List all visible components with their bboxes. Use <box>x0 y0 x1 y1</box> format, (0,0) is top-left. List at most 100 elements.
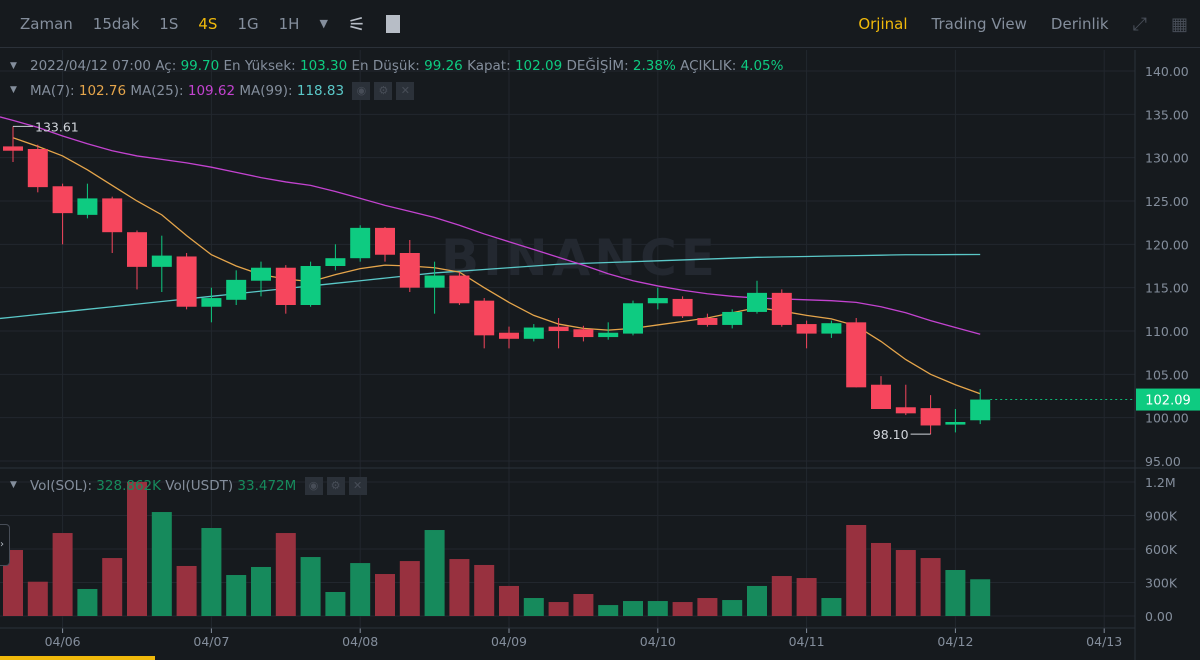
volume-legend: ▼ Vol(SOL): 328.862K Vol(USDT) 33.472M ◉… <box>10 477 367 495</box>
candle-body <box>325 258 346 266</box>
volume-bar <box>127 482 147 616</box>
candle-body <box>102 198 123 233</box>
volume-bar <box>52 533 73 616</box>
candle-body <box>598 332 619 338</box>
volume-bar <box>499 585 519 616</box>
candle-body <box>176 256 197 307</box>
volume-bar <box>375 574 395 616</box>
settings-sliders-icon[interactable]: ⚟ <box>347 11 366 36</box>
candle-body <box>747 292 767 312</box>
candle-body <box>127 232 147 267</box>
volume-bar <box>251 566 271 616</box>
price-tick-label: 140.00 <box>1145 64 1189 79</box>
candle-body <box>895 407 916 414</box>
date-tick-label: 04/10 <box>640 634 676 649</box>
candle-body <box>375 227 395 255</box>
interval-1d[interactable]: 1G <box>237 14 259 33</box>
candle-body <box>350 227 371 259</box>
volume-tick-label: 600K <box>1145 542 1178 557</box>
candle-body <box>52 186 73 214</box>
view-tradingview[interactable]: Trading View <box>931 15 1027 33</box>
price-tick-label: 115.00 <box>1145 281 1189 296</box>
price-tick-label: 105.00 <box>1145 367 1189 382</box>
interval-1h[interactable]: 1S <box>159 14 179 33</box>
price-tick-label: 135.00 <box>1145 107 1189 122</box>
candle-body <box>251 267 271 281</box>
candle-body <box>846 322 867 388</box>
collapse-icon[interactable]: ▼ <box>10 480 17 490</box>
dropdown-icon[interactable]: ▼ <box>319 17 328 30</box>
volume-bar <box>325 591 346 616</box>
interval-4h[interactable]: 4S <box>198 14 218 33</box>
volume-bar <box>27 581 48 616</box>
candle-body <box>647 298 668 304</box>
volume-bar <box>647 601 668 616</box>
volume-bar <box>424 530 445 616</box>
interval-1w[interactable]: 1H <box>278 14 300 33</box>
view-depth[interactable]: Derinlik <box>1050 15 1109 33</box>
volume-bar <box>548 602 569 616</box>
indicator-icon[interactable] <box>376 14 410 33</box>
expand-icon[interactable]: ⤢ <box>1132 13 1147 35</box>
candle-body <box>821 323 842 334</box>
price-tick-label: 100.00 <box>1145 411 1189 426</box>
volume-bar <box>846 524 867 616</box>
volume-bar <box>821 598 842 616</box>
date-tick-label: 04/11 <box>789 634 825 649</box>
interval-zaman[interactable]: Zaman <box>20 14 73 33</box>
volume-bar <box>598 605 619 616</box>
min-price-label: 98.10 <box>873 427 909 442</box>
interval-15m[interactable]: 15dak <box>92 14 140 33</box>
volume-bar <box>300 557 321 616</box>
view-original[interactable]: Orjinal <box>858 15 908 33</box>
last-price-label: 102.09 <box>1145 394 1191 409</box>
volume-bar <box>449 559 470 616</box>
candle-body <box>796 324 817 334</box>
volume-bar <box>474 564 495 616</box>
price-tick-label: 125.00 <box>1145 194 1189 209</box>
volume-bar <box>623 601 643 616</box>
active-indicator-bar <box>0 656 155 660</box>
price-tick-label: 95.00 <box>1145 454 1181 469</box>
candle-body <box>573 329 594 338</box>
candle-body <box>226 279 247 300</box>
candle-body <box>623 303 643 334</box>
watermark-logo: BINANCE <box>441 229 719 287</box>
date-tick-label: 04/08 <box>342 634 378 649</box>
eye-icon[interactable]: ◉ <box>352 82 371 100</box>
volume-bar <box>226 575 247 616</box>
candle-body <box>548 326 569 331</box>
volume-bar <box>747 585 767 616</box>
gear-icon[interactable]: ⚙ <box>374 82 393 100</box>
candle-body <box>275 267 296 305</box>
expand-panel-tab[interactable]: › <box>0 524 10 566</box>
eye-icon[interactable]: ◉ <box>304 477 323 495</box>
price-tick-label: 120.00 <box>1145 237 1189 252</box>
collapse-icon[interactable]: ▼ <box>10 85 17 95</box>
candle-body <box>920 408 941 426</box>
ma7-line <box>12 137 981 395</box>
candle-body <box>523 327 544 339</box>
price-tick-label: 110.00 <box>1145 324 1189 339</box>
grid-layout-icon[interactable]: ▦ <box>1170 13 1188 35</box>
volume-bar <box>722 600 743 616</box>
volume-bar <box>176 565 197 616</box>
volume-bar <box>573 594 594 616</box>
gear-icon[interactable]: ⚙ <box>326 477 345 495</box>
candle-body <box>499 332 519 339</box>
candle-body <box>151 255 172 267</box>
close-icon[interactable]: ✕ <box>396 82 415 100</box>
candle-body <box>449 275 470 304</box>
volume-tick-label: 900K <box>1145 509 1178 524</box>
date-tick-label: 04/13 <box>1086 634 1122 649</box>
collapse-icon[interactable]: ▼ <box>10 61 17 71</box>
candle-body <box>697 318 718 325</box>
close-icon[interactable]: ✕ <box>348 477 367 495</box>
volume-tick-label: 1.2M <box>1145 475 1176 490</box>
candle-body <box>474 300 495 336</box>
candle-body <box>27 149 48 188</box>
volume-bar <box>350 563 371 616</box>
candle-body <box>77 198 98 215</box>
volume-bar <box>697 598 718 616</box>
